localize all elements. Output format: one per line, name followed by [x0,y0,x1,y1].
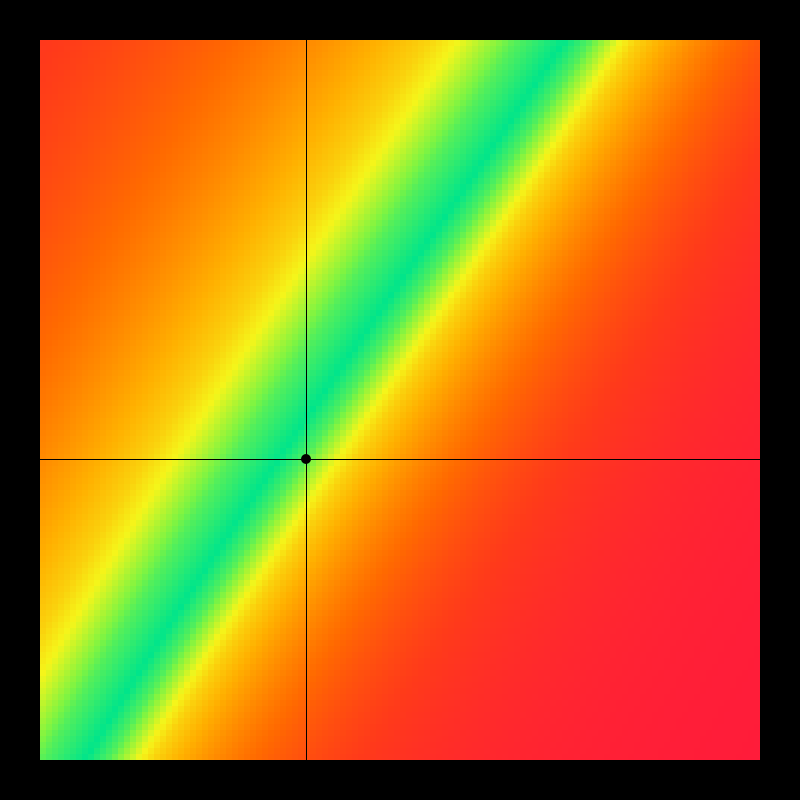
crosshair-horizontal [40,459,760,460]
chart-stage: TheBottleneck.com [0,0,800,800]
bottleneck-heatmap [40,40,760,760]
crosshair-vertical [306,40,307,760]
watermark-text: TheBottleneck.com [555,10,758,36]
